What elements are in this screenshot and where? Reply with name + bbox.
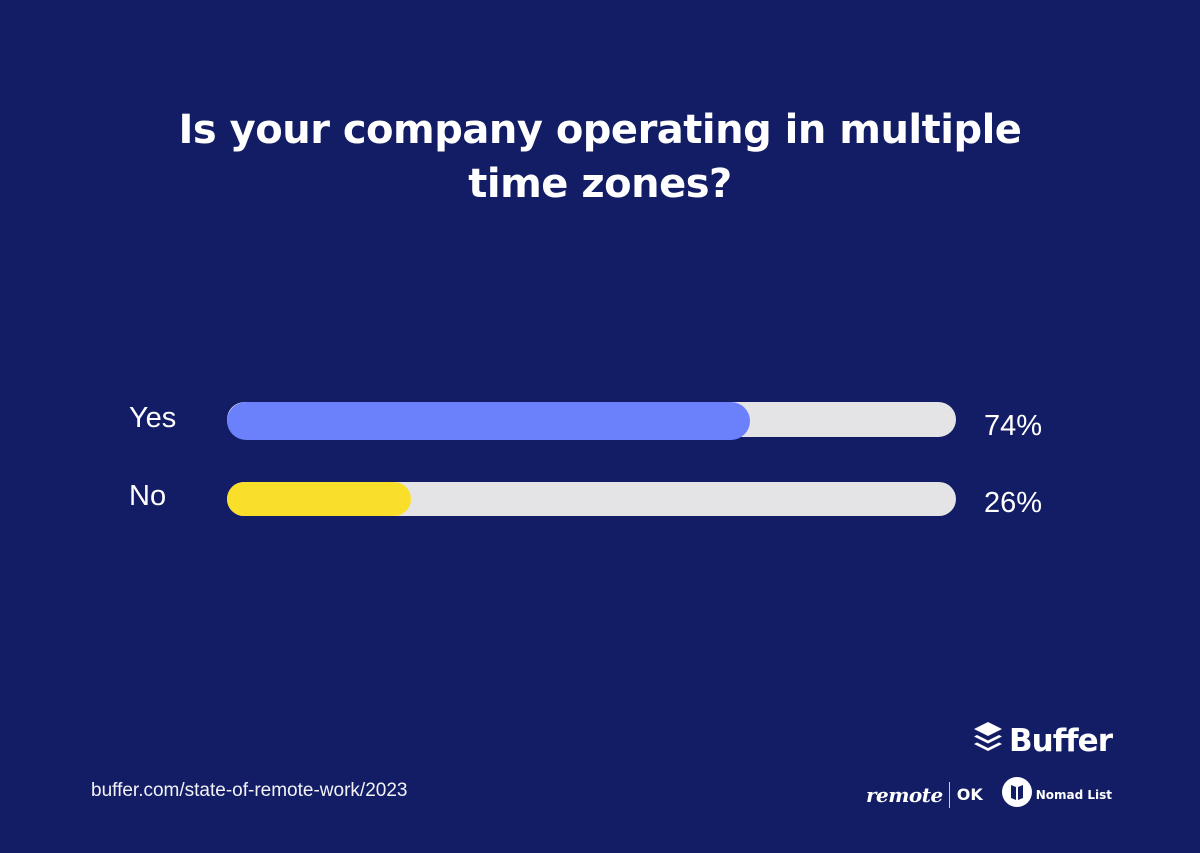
buffer-wordmark: Buffer [1009,722,1113,759]
logo-divider [948,781,950,808]
nomad-list-logo: Nomad List [1001,776,1112,813]
chart-title: Is your company operating in multiple ti… [0,103,1200,211]
bar-label: Yes [129,402,177,434]
buffer-logo: Buffer [973,721,1113,760]
remote-ok-logo-left: remote [866,782,943,807]
bar-value: 74% [984,410,1043,442]
partner-logos: remote OK Nomad List [866,776,1112,813]
chart-title-line-2: time zones? [468,161,732,207]
remote-ok-logo-right: OK [956,785,983,804]
source-url: buffer.com/state-of-remote-work/2023 [91,780,408,801]
chart-title-line-1: Is your company operating in multiple [178,107,1022,153]
bar-fill-yes [227,402,750,440]
nomad-list-wordmark: Nomad List [1035,787,1113,802]
bar-label: No [129,480,167,512]
bar-value: 26% [984,487,1043,519]
bar-fill-no [227,482,411,516]
buffer-stack-icon [973,721,1003,760]
nomad-list-map-icon [1001,776,1033,813]
